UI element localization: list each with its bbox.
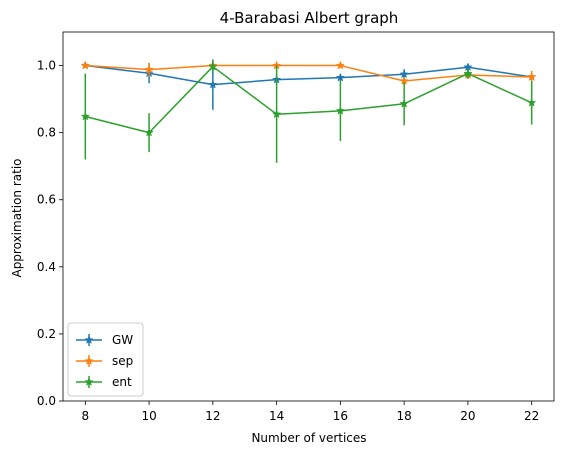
x-tick-label: 14 bbox=[269, 409, 284, 423]
x-tick-label: 20 bbox=[460, 409, 475, 423]
data-point-gw bbox=[399, 69, 409, 79]
y-tick-label: 0.2 bbox=[37, 327, 56, 341]
y-tick-label: 0.8 bbox=[37, 126, 56, 140]
legend-marker-gw bbox=[84, 335, 94, 344]
legend-marker-ent bbox=[84, 377, 94, 386]
x-tick-label: 16 bbox=[333, 409, 348, 423]
series-line-sep bbox=[85, 64, 532, 82]
data-point-sep bbox=[527, 72, 537, 81]
legend-label-gw: GW bbox=[112, 333, 133, 347]
series-line-gw bbox=[85, 64, 532, 86]
y-tick-label: 0.6 bbox=[37, 193, 56, 207]
y-tick-label: 0.0 bbox=[37, 394, 56, 408]
x-axis-label: Number of vertices bbox=[251, 431, 366, 445]
x-tick-label: 10 bbox=[141, 409, 156, 423]
x-tick-label: 8 bbox=[81, 409, 89, 423]
legend: GW sep ent bbox=[67, 322, 144, 397]
data-point-ent bbox=[463, 68, 473, 78]
data-point-gw bbox=[208, 79, 218, 89]
legend-box bbox=[67, 322, 144, 397]
y-tick-label: 1.0 bbox=[37, 59, 56, 73]
legend-marker-sep bbox=[84, 356, 94, 365]
x-tick-label: 18 bbox=[397, 409, 412, 423]
axes-frame bbox=[62, 31, 555, 402]
legend-label-ent: ent bbox=[112, 375, 132, 389]
data-point-ent bbox=[208, 61, 218, 71]
data-point-ent bbox=[144, 127, 154, 137]
x-tick-label: 22 bbox=[524, 409, 539, 423]
legend-label-sep: sep bbox=[112, 354, 133, 368]
series-line-ent bbox=[85, 65, 532, 134]
data-point-ent bbox=[80, 111, 90, 121]
data-point-ent bbox=[271, 109, 282, 119]
data-point-sep bbox=[144, 64, 154, 74]
x-tick-label: 12 bbox=[205, 409, 220, 423]
plot-area: 8 10 12 14 16 18 20 22 0.0 0.2 0.4 0.6 0.8 1.0 bbox=[37, 31, 555, 423]
y-tick-label: 0.4 bbox=[37, 260, 56, 274]
data-point-gw bbox=[335, 72, 346, 82]
y-axis-label: Approximation ratio bbox=[10, 158, 24, 277]
data-point-sep bbox=[80, 60, 90, 70]
data-point-ent bbox=[335, 105, 346, 115]
data-point-sep bbox=[335, 60, 346, 70]
data-point-ent bbox=[399, 98, 409, 108]
data-point-ent bbox=[527, 97, 537, 107]
chart-title: 4-Barabasi Albert graph bbox=[220, 9, 399, 27]
